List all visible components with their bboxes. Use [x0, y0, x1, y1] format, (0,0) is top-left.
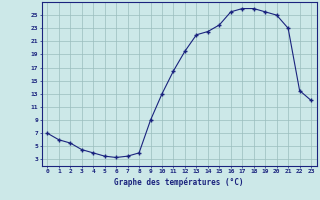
X-axis label: Graphe des températures (°C): Graphe des températures (°C): [115, 177, 244, 187]
